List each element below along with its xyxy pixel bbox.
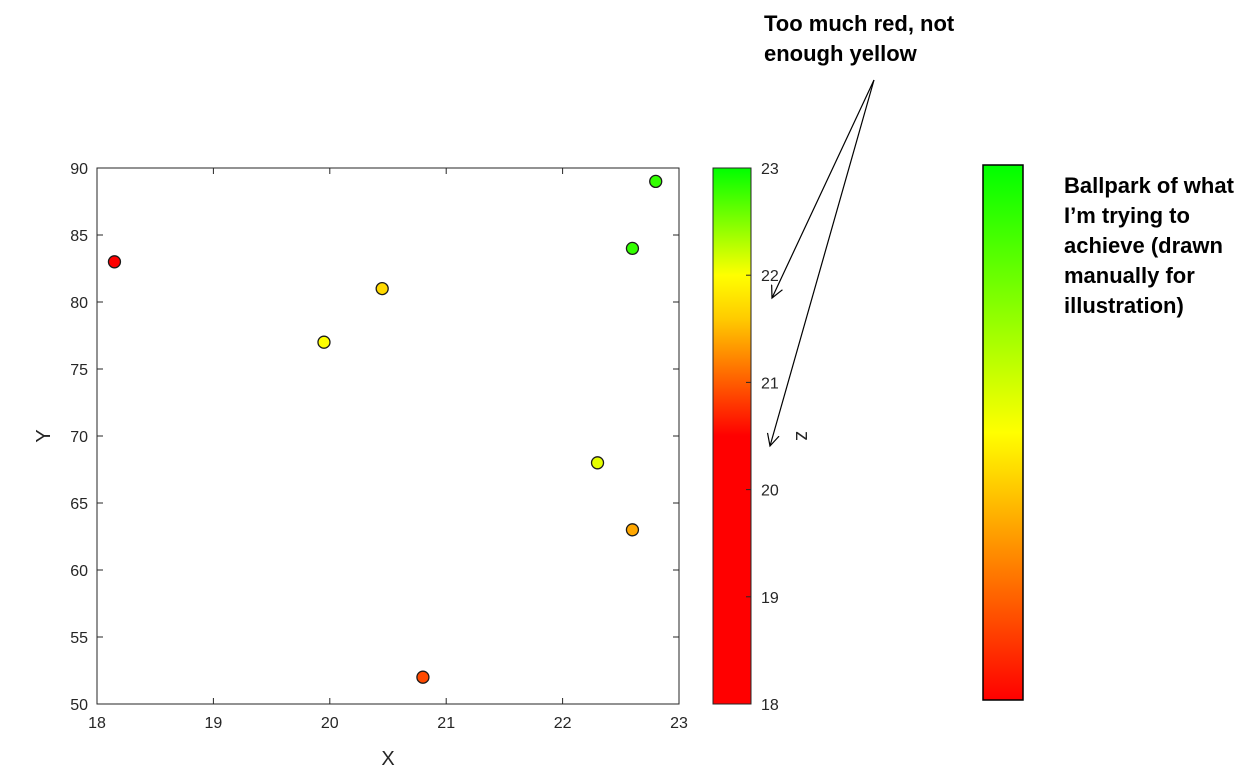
- x-ticks: 18 19 20 21 22 23: [88, 168, 688, 732]
- plot-frame: [96, 167, 680, 705]
- colorbar-label: z: [791, 431, 813, 441]
- x-axis-label: X: [381, 748, 394, 770]
- y-tick-label: 90: [70, 161, 88, 178]
- y-tick-label: 70: [70, 429, 88, 446]
- scatter-points: [107, 174, 663, 684]
- scatter-point: [625, 241, 640, 256]
- y-tick-label: 80: [70, 295, 88, 312]
- y-tick-label: 55: [70, 630, 88, 647]
- colorbar-ticks: 18 19 20 21 22 23: [746, 161, 779, 714]
- y-tick-label: 85: [70, 228, 88, 245]
- x-tick-label: 21: [437, 715, 455, 732]
- x-tick-label: 18: [88, 715, 106, 732]
- colorbar-tick-label: 18: [761, 697, 779, 714]
- y-ticks: 50 55 60 65 70 75 80 85 90: [70, 161, 679, 714]
- arrow-to-yellow: [772, 79, 875, 298]
- colorbar-tick-label: 23: [761, 161, 779, 178]
- scatter-point: [625, 523, 640, 537]
- colorbar-tick-label: 19: [761, 590, 779, 607]
- plot-axes: 18 19 20 21 22 23 50 55 60 65 70 75 80 85 90 X Y: [33, 161, 688, 770]
- y-axis-label: Y: [33, 429, 55, 442]
- reference-colorbar: [982, 164, 1024, 701]
- arrow-to-red: [770, 79, 875, 446]
- y-tick-label: 60: [70, 563, 88, 580]
- colorbar-tick-label: 21: [761, 375, 779, 392]
- scatter-point: [107, 255, 122, 269]
- x-tick-label: 20: [321, 715, 339, 732]
- scatter-point: [649, 174, 663, 189]
- x-tick-label: 19: [205, 715, 223, 732]
- colorbar-tick-label: 22: [761, 268, 779, 285]
- annotation-ballpark: Ballpark of what I’m trying to achieve (…: [1064, 173, 1234, 318]
- x-tick-label: 23: [670, 715, 688, 732]
- scatter-point: [317, 335, 331, 349]
- scatter-point: [590, 456, 605, 470]
- colorbar-tick-label: 20: [761, 483, 779, 500]
- x-tick-label: 22: [554, 715, 572, 732]
- annotation-too-much-red: Too much red, not enough yellow: [764, 11, 955, 66]
- y-tick-label: 50: [70, 697, 88, 714]
- scatter-point: [416, 670, 430, 684]
- colorbar-gradient: [712, 167, 752, 705]
- scatter-point: [375, 281, 389, 296]
- y-tick-label: 75: [70, 362, 88, 379]
- annotation-arrows: [770, 79, 875, 446]
- y-tick-label: 65: [70, 496, 88, 513]
- colorbar: 18 19 20 21 22 23 z: [712, 161, 813, 714]
